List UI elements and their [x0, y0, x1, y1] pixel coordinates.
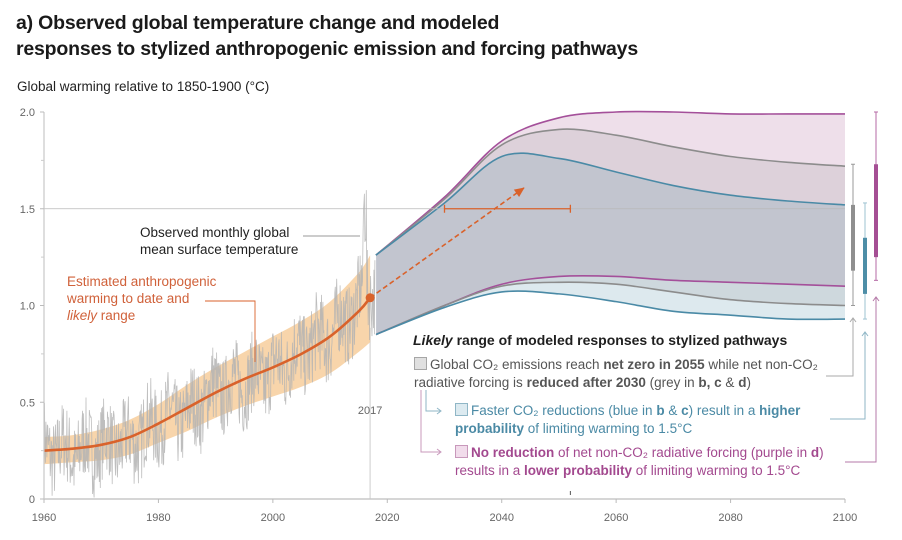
legend-blue-text: ) result in a: [688, 403, 760, 418]
legend-item-purple: No reduction of net non-CO₂ radiative fo…: [455, 444, 855, 479]
axes: 0 0.5 1.0 1.5 2.0 1960 1980 2000 2020 2040 2060 208…: [20, 107, 858, 524]
observed-annotation: Observed monthly global mean surface tem…: [140, 224, 298, 258]
legend-grey-bold: d: [738, 374, 747, 390]
purple-connector-arrow: [872, 296, 880, 302]
marker-2017-label: 2017: [358, 405, 382, 417]
y-axis-label: Global warming relative to 1850-1900 (°C…: [17, 79, 270, 94]
range-text: range: [97, 308, 136, 323]
grey-connector-arrow: [849, 317, 857, 323]
legend-grey-bold: net zero in 2055: [603, 357, 705, 372]
observed-temperature-line: [43, 190, 376, 498]
legend-grey-text: (grey in: [645, 374, 699, 390]
y-tick-label: 1.5: [20, 204, 35, 216]
x-tick-label: 2080: [718, 512, 742, 524]
anthropogenic-leader-line: [205, 300, 256, 362]
projection-bands: [375, 110, 846, 336]
grey-connector: [826, 318, 854, 377]
legend-purple-text: of net non-CO₂ radiative forcing (purple…: [554, 445, 811, 460]
anthropogenic-annotation-line1: Estimated anthropogenic: [67, 274, 217, 289]
x-tick-label: 2060: [604, 512, 628, 524]
anthropogenic-annotation: Estimated anthropogenic warming to date …: [67, 273, 216, 324]
legend-title: Likely range of modeled responses to sty…: [413, 332, 787, 348]
blue-connector: [830, 332, 866, 420]
legend-blue-bold: c: [681, 403, 689, 418]
legend-blue-bold: higher probability: [455, 403, 801, 436]
chart-title-line2: responses to stylized anthropogenic emis…: [16, 38, 638, 60]
legend-purple-bold: d: [810, 445, 820, 460]
blue-connector-arrow: [861, 331, 869, 337]
blue-likely-bar: [863, 237, 867, 294]
core-range-fill: [375, 153, 845, 335]
grey-to-purple-branch-arrow: [436, 448, 442, 456]
likely-italic: likely: [67, 308, 98, 323]
legend-grey-bold: b, c: [698, 374, 722, 390]
grey-lower-line: [375, 281, 846, 336]
legend-title-italic: Likely: [413, 332, 453, 348]
legend-grey-text: &: [721, 374, 739, 390]
legend-swatch-purple: [455, 445, 468, 458]
y-tick-label: 1.0: [20, 301, 35, 313]
x-tick-label: 2000: [261, 512, 285, 524]
legend-grey-bold: reduced after 2030: [526, 374, 646, 390]
grey-to-blue-branch-arrow: [436, 407, 442, 415]
y-tick-label: 2.0: [20, 107, 35, 119]
legend-item-blue: Faster CO₂ reductions (blue in b & c) re…: [455, 402, 835, 437]
blue-lower-line: [375, 290, 846, 336]
anthropogenic-warming-line: [43, 296, 372, 452]
grey-to-purple-branch: [420, 390, 440, 453]
blue-lower-fill: [375, 282, 845, 335]
legend-purple-text: of limiting warming to 1.5°C: [632, 462, 801, 478]
legend-swatch-grey: [414, 357, 427, 370]
legend-purple-bold: No reduction: [471, 445, 555, 460]
trend-arrow-head: [513, 187, 525, 197]
legend-swatch-blue: [455, 403, 468, 416]
grey-upper-line: [375, 128, 846, 256]
legend-purple-text: ) results in a: [455, 445, 824, 478]
purple-upper-line: [375, 110, 845, 256]
chart-title-line1: a) Observed global temperature change an…: [16, 12, 500, 34]
x-tick-label: 1980: [146, 512, 170, 524]
x-tick-label: 1960: [32, 512, 56, 524]
observed-annotation-line2: mean surface temperature: [140, 242, 299, 257]
purple-connector: [845, 297, 877, 463]
grey-lower-fill: [375, 275, 845, 335]
marker-2017-dot: [365, 293, 375, 303]
grey-to-blue-branch: [425, 390, 440, 412]
legend-blue-text: &: [664, 403, 682, 418]
blue-upper-line: [375, 152, 846, 256]
anthropogenic-annotation-line3: likely range: [67, 307, 216, 324]
legend-purple-bold: lower probability: [524, 462, 633, 478]
legend-blue-bold: b: [656, 403, 665, 418]
purple-upper-fill: [375, 111, 845, 256]
y-tick-label: 0.5: [20, 397, 35, 409]
x-tick-label: 2040: [489, 512, 513, 524]
anthropogenic-annotation-line2: warming to date and: [67, 291, 190, 306]
x-tick-label: 2100: [833, 512, 857, 524]
purple-likely-bar: [874, 164, 878, 258]
observed-annotation-line1: Observed monthly global: [140, 225, 290, 240]
legend-item-grey: Global CO₂ emissions reach net zero in 2…: [414, 356, 834, 391]
legend-title-rest: range of modeled responses to stylized p…: [452, 332, 788, 348]
end-whiskers: [851, 111, 878, 320]
legend-connectors: [420, 296, 880, 463]
legend-grey-text: Global CO₂ emissions reach: [430, 357, 604, 372]
chart-title: a) Observed global temperature change an…: [16, 10, 638, 62]
x-tick-label: 2020: [375, 512, 399, 524]
legend-blue-text: of limiting warming to 1.5°C: [524, 420, 693, 436]
legend-grey-text: ): [746, 374, 751, 390]
grey-likely-bar: [851, 204, 855, 271]
legend-grey-text: while net non-CO₂ radiative forcing is: [414, 357, 818, 390]
historical: [43, 186, 572, 498]
y-tick-label: 0: [29, 494, 35, 506]
legend-blue-text: Faster CO₂ reductions (blue in: [471, 403, 657, 418]
